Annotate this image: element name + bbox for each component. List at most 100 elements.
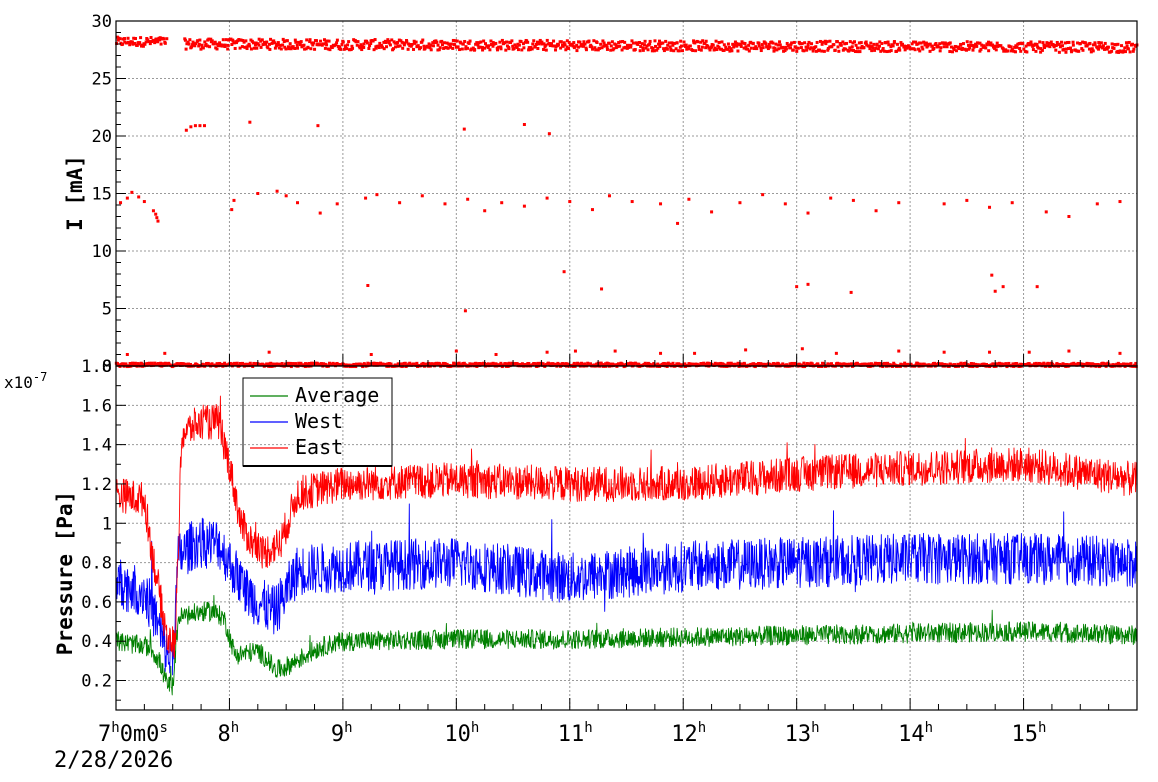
current-point [265,40,269,44]
current-point [969,362,973,366]
current-point [454,45,458,49]
current-point [466,197,470,201]
current-point [1115,362,1119,366]
current-point [675,362,679,366]
current-point [1118,200,1122,204]
current-point [1034,49,1038,53]
current-point [271,362,275,366]
current-point [1039,47,1043,51]
current-point [1117,50,1121,54]
current-point [800,347,804,351]
current-point [662,361,666,365]
current-point [128,41,132,45]
current-point [299,361,303,365]
current-point [810,362,814,366]
current-point [428,362,432,366]
current-point [393,41,397,45]
current-point [999,362,1003,366]
current-point [583,42,587,46]
current-point [792,40,796,44]
current-point [1063,363,1067,367]
series-line-west [115,503,1138,676]
current-point [426,45,430,49]
current-point [373,38,377,42]
current-point [352,362,356,366]
current-point [726,42,730,46]
current-point [306,45,310,49]
current-point [377,46,381,50]
current-point [366,284,370,287]
current-point [618,363,622,367]
current-point [1096,363,1100,367]
current-point [339,47,343,51]
current-point [416,44,420,48]
current-point [520,48,524,52]
current-point [667,41,671,45]
current-point [732,43,736,47]
current-point [869,41,873,45]
current-point [594,48,598,52]
current-point [304,47,308,51]
current-point [223,43,227,47]
current-point [150,361,154,365]
x-tick-label: 11h [558,720,593,747]
current-point [870,49,874,53]
current-point [244,39,248,43]
current-point [1031,48,1035,52]
current-point [923,43,927,47]
current-point [238,46,242,50]
current-point [296,46,300,50]
current-point [712,48,716,52]
current-point [1083,41,1087,45]
current-point [218,41,222,45]
current-point [536,361,540,365]
current-point [1099,41,1103,45]
current-point [1128,50,1132,54]
current-point [959,361,963,365]
current-point [746,47,750,51]
current-point [608,362,612,366]
current-point [452,361,456,365]
current-point [883,361,887,365]
current-point [703,41,707,45]
current-point [1015,45,1019,49]
current-point [926,44,930,48]
current-point [189,125,193,129]
current-point [644,46,648,50]
current-point [431,41,435,45]
current-point [385,45,389,49]
current-point [1040,48,1044,52]
current-point [964,48,968,52]
current-point [527,362,531,366]
x-tick-label: 9h [331,720,353,747]
current-point [401,46,405,50]
series-line-east [115,395,1138,659]
current-point [897,46,901,50]
current-point [547,132,551,136]
current-point [1077,49,1081,53]
current-point [567,46,571,50]
current-point [302,43,306,47]
current-point [844,47,848,51]
current-point [851,198,855,202]
current-point [281,43,285,47]
current-point [156,362,160,366]
current-point [1039,362,1043,366]
current-point [777,47,781,51]
current-point [545,196,549,200]
current-point [989,363,993,367]
current-point [581,43,585,47]
current-point [829,196,833,200]
current-point [859,41,863,45]
current-point [325,39,329,43]
current-point [412,39,416,43]
current-point [575,43,579,47]
current-point [640,42,644,46]
current-point [335,202,339,206]
current-point [499,361,503,365]
current-y-title: I [mA] [63,155,87,231]
current-point [727,45,731,49]
current-point [582,40,586,44]
current-point [581,44,585,48]
